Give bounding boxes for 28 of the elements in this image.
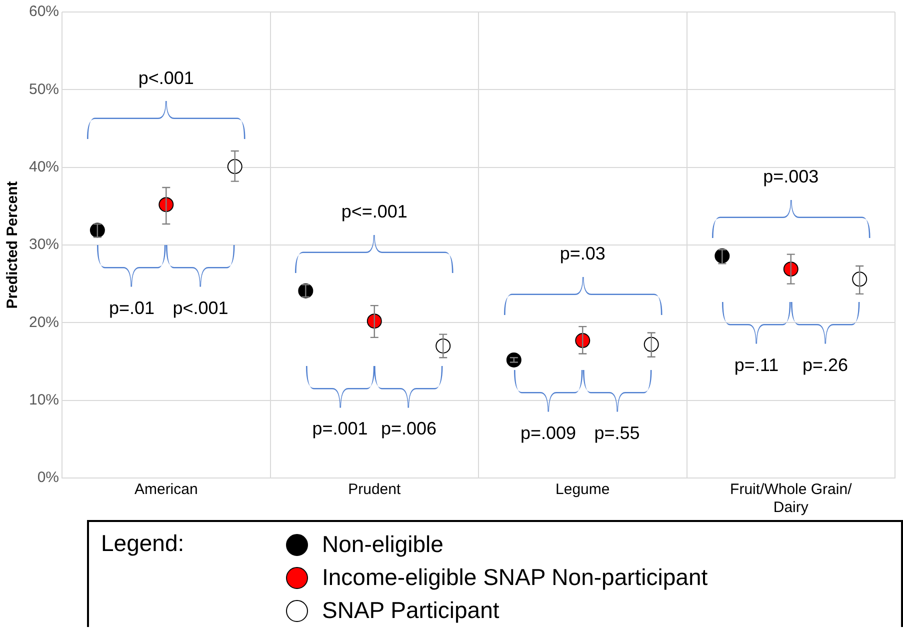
y-tick-label: 50% [28,80,60,98]
y-tick-label: 0% [37,469,60,486]
annotation: p=.009 [520,423,576,444]
legend-label: Income-eligible SNAP Non-participant [322,564,708,591]
y-axis-title: Predicted Percent [4,181,22,309]
y-tick-label: 20% [28,314,60,331]
annotation: p=.006 [380,418,437,439]
annotation: p=.003 [763,166,819,187]
x-tick-label: Legume [556,481,610,498]
x-tick-label: Prudent [348,481,402,498]
legend-label: Non-eligible [322,531,444,558]
y-tick-label: 10% [28,391,60,408]
annotation: p=.03 [560,244,606,264]
annotation: p=.001 [312,418,368,439]
x-tick-label: American [134,481,198,498]
annotation: p<.001 [172,298,228,318]
legend-title: Legend: [100,529,186,558]
annotation: p=.11 [734,354,779,375]
y-tick-label: 30% [28,236,60,254]
y-tick-label: 60% [28,3,60,20]
y-tick-label: 40% [28,158,60,176]
legend-label: SNAP Participant [322,597,500,624]
annotation: p=.55 [594,423,640,444]
x-tick-label: Fruit/Whole Grain/Dairy [730,481,853,516]
annotation: p=.01 [109,298,155,318]
annotation: p<.001 [138,68,194,88]
annotation: p=.26 [802,354,848,375]
annotation: p<=.001 [341,202,408,222]
